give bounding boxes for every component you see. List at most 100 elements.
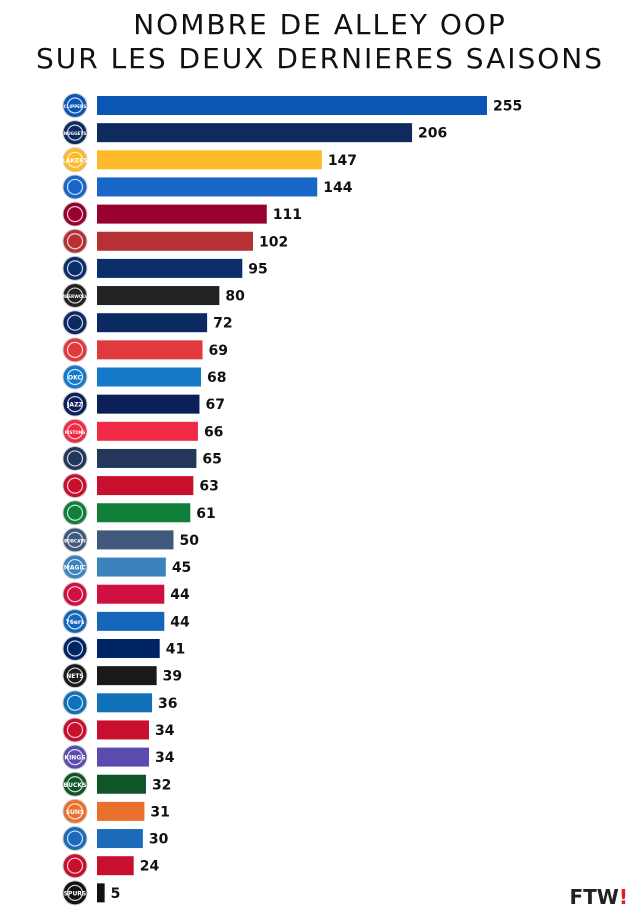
76ers-logo-icon: 76ers: [62, 608, 88, 634]
logo-wordmark: BUCKS: [64, 782, 87, 789]
value-label: 102: [259, 234, 288, 250]
chart-title-line-1: NOMBRE DE ALLEY OOP: [133, 8, 507, 41]
logo-wordmark: NUGGETS: [64, 131, 87, 136]
logo-wordmark: SUNS: [66, 809, 85, 816]
warriors-logo-icon: [62, 690, 88, 716]
bar-rockets: [97, 584, 165, 604]
pistons-logo-icon: PISTONS: [62, 418, 88, 444]
knicks-logo-icon: [62, 174, 88, 200]
value-label: 45: [172, 560, 191, 576]
value-label: 30: [149, 832, 169, 848]
value-label: 44: [170, 587, 190, 603]
bar-magic: [97, 557, 166, 577]
mavericks-logo-icon: [62, 826, 88, 852]
bucks-logo-icon: BUCKS: [62, 771, 88, 797]
value-label: 24: [140, 859, 160, 875]
value-label: 5: [111, 886, 121, 902]
value-label: 255: [493, 99, 522, 115]
value-label: 50: [179, 533, 199, 549]
value-label: 34: [155, 723, 175, 739]
bar-hawks: [97, 340, 203, 360]
logo-wordmark: JAZZ: [66, 402, 83, 409]
value-label: 67: [205, 397, 224, 413]
lakers-logo-icon: LAKERS: [62, 147, 88, 173]
logo-wordmark: CLIPPERS: [64, 104, 87, 109]
pelicans-logo-icon: [62, 310, 88, 336]
bar-pelicans: [97, 313, 208, 333]
bar-mavericks: [97, 829, 143, 849]
value-label: 69: [209, 343, 228, 359]
thunder-logo-icon: OKC: [62, 364, 88, 390]
logo-wordmark: TIMBERWOLVES: [56, 294, 93, 299]
bar-lakers: [97, 150, 322, 170]
spurs-logo-icon: SPURS: [62, 880, 88, 906]
value-label: 68: [207, 370, 226, 386]
value-label: 80: [225, 289, 245, 305]
bar-spurs: [97, 883, 105, 903]
nets-logo-icon: NETS: [62, 663, 88, 689]
bar-pacers: [97, 639, 160, 658]
jazz-logo-icon: JAZZ: [62, 391, 88, 417]
value-label: 34: [155, 750, 175, 766]
bar-clippers: [97, 96, 487, 115]
brand-accent: !: [618, 885, 628, 909]
nuggets-logo-icon: NUGGETS: [62, 120, 88, 146]
bar-jazz: [97, 394, 200, 414]
brand-text: FTW: [569, 885, 619, 909]
bar-bucks: [97, 774, 146, 794]
bar-raptors: [97, 476, 194, 496]
ftw-brand-logo: FTW!: [570, 885, 629, 909]
bar-heat: [97, 204, 267, 224]
value-label: 61: [196, 506, 215, 522]
suns-logo-icon: SUNS: [62, 798, 88, 824]
bar-bobcats: [97, 530, 174, 550]
bar-76ers: [97, 611, 165, 631]
bar-wizards: [97, 258, 243, 278]
magic-logo-icon: MAGIC: [62, 554, 88, 580]
value-label: 44: [170, 614, 190, 630]
logo-wordmark: LAKERS: [62, 157, 88, 164]
logo-wordmark: MAGIC: [64, 565, 87, 572]
celtics-logo-icon: [62, 500, 88, 526]
bar-nuggets: [97, 123, 413, 143]
bar-grizzlies: [97, 448, 197, 468]
bulls-logo-icon: [62, 853, 88, 879]
rockets-logo-icon: [62, 581, 88, 607]
value-label: 63: [199, 479, 218, 495]
clippers-logo-icon: CLIPPERS: [62, 93, 88, 118]
value-label: 144: [323, 180, 352, 196]
value-label: 32: [152, 777, 171, 793]
value-label: 39: [163, 669, 182, 685]
bar-cavaliers: [97, 720, 149, 740]
pacers-logo-icon: [62, 636, 88, 661]
bar-pistons: [97, 421, 198, 441]
bar-warriors: [97, 693, 153, 713]
bar-thunder: [97, 367, 201, 387]
grizzlies-logo-icon: [62, 445, 88, 471]
value-label: 65: [202, 451, 221, 467]
value-label: 206: [418, 126, 447, 142]
wizards-logo-icon: [62, 255, 88, 281]
heat-logo-icon: [62, 201, 88, 227]
value-label: 147: [328, 153, 357, 169]
timberwolves-logo-icon: TIMBERWOLVES: [56, 283, 94, 309]
value-label: 36: [158, 696, 177, 712]
logo-wordmark: OKC: [68, 375, 82, 382]
value-label: 111: [273, 207, 302, 223]
bar-bulls: [97, 856, 134, 876]
bar-knicks: [97, 177, 318, 197]
kings-logo-icon: KINGS: [62, 744, 88, 770]
logo-wordmark: PISTONS: [65, 430, 86, 435]
bar-suns: [97, 801, 145, 821]
logo-wordmark: BOBCATS: [64, 538, 86, 543]
bar-nets: [97, 666, 157, 686]
value-label: 31: [150, 804, 169, 820]
chart-title-line-2: SUR LES DEUX DERNIERES SAISONS: [35, 42, 605, 75]
raptors-logo-icon: [62, 473, 88, 499]
bar-timberwolves: [97, 286, 220, 306]
value-label: 66: [204, 424, 223, 440]
cavaliers-logo-icon: [62, 717, 88, 743]
bobcats-logo-icon: BOBCATS: [62, 527, 88, 553]
value-label: 72: [213, 316, 232, 332]
